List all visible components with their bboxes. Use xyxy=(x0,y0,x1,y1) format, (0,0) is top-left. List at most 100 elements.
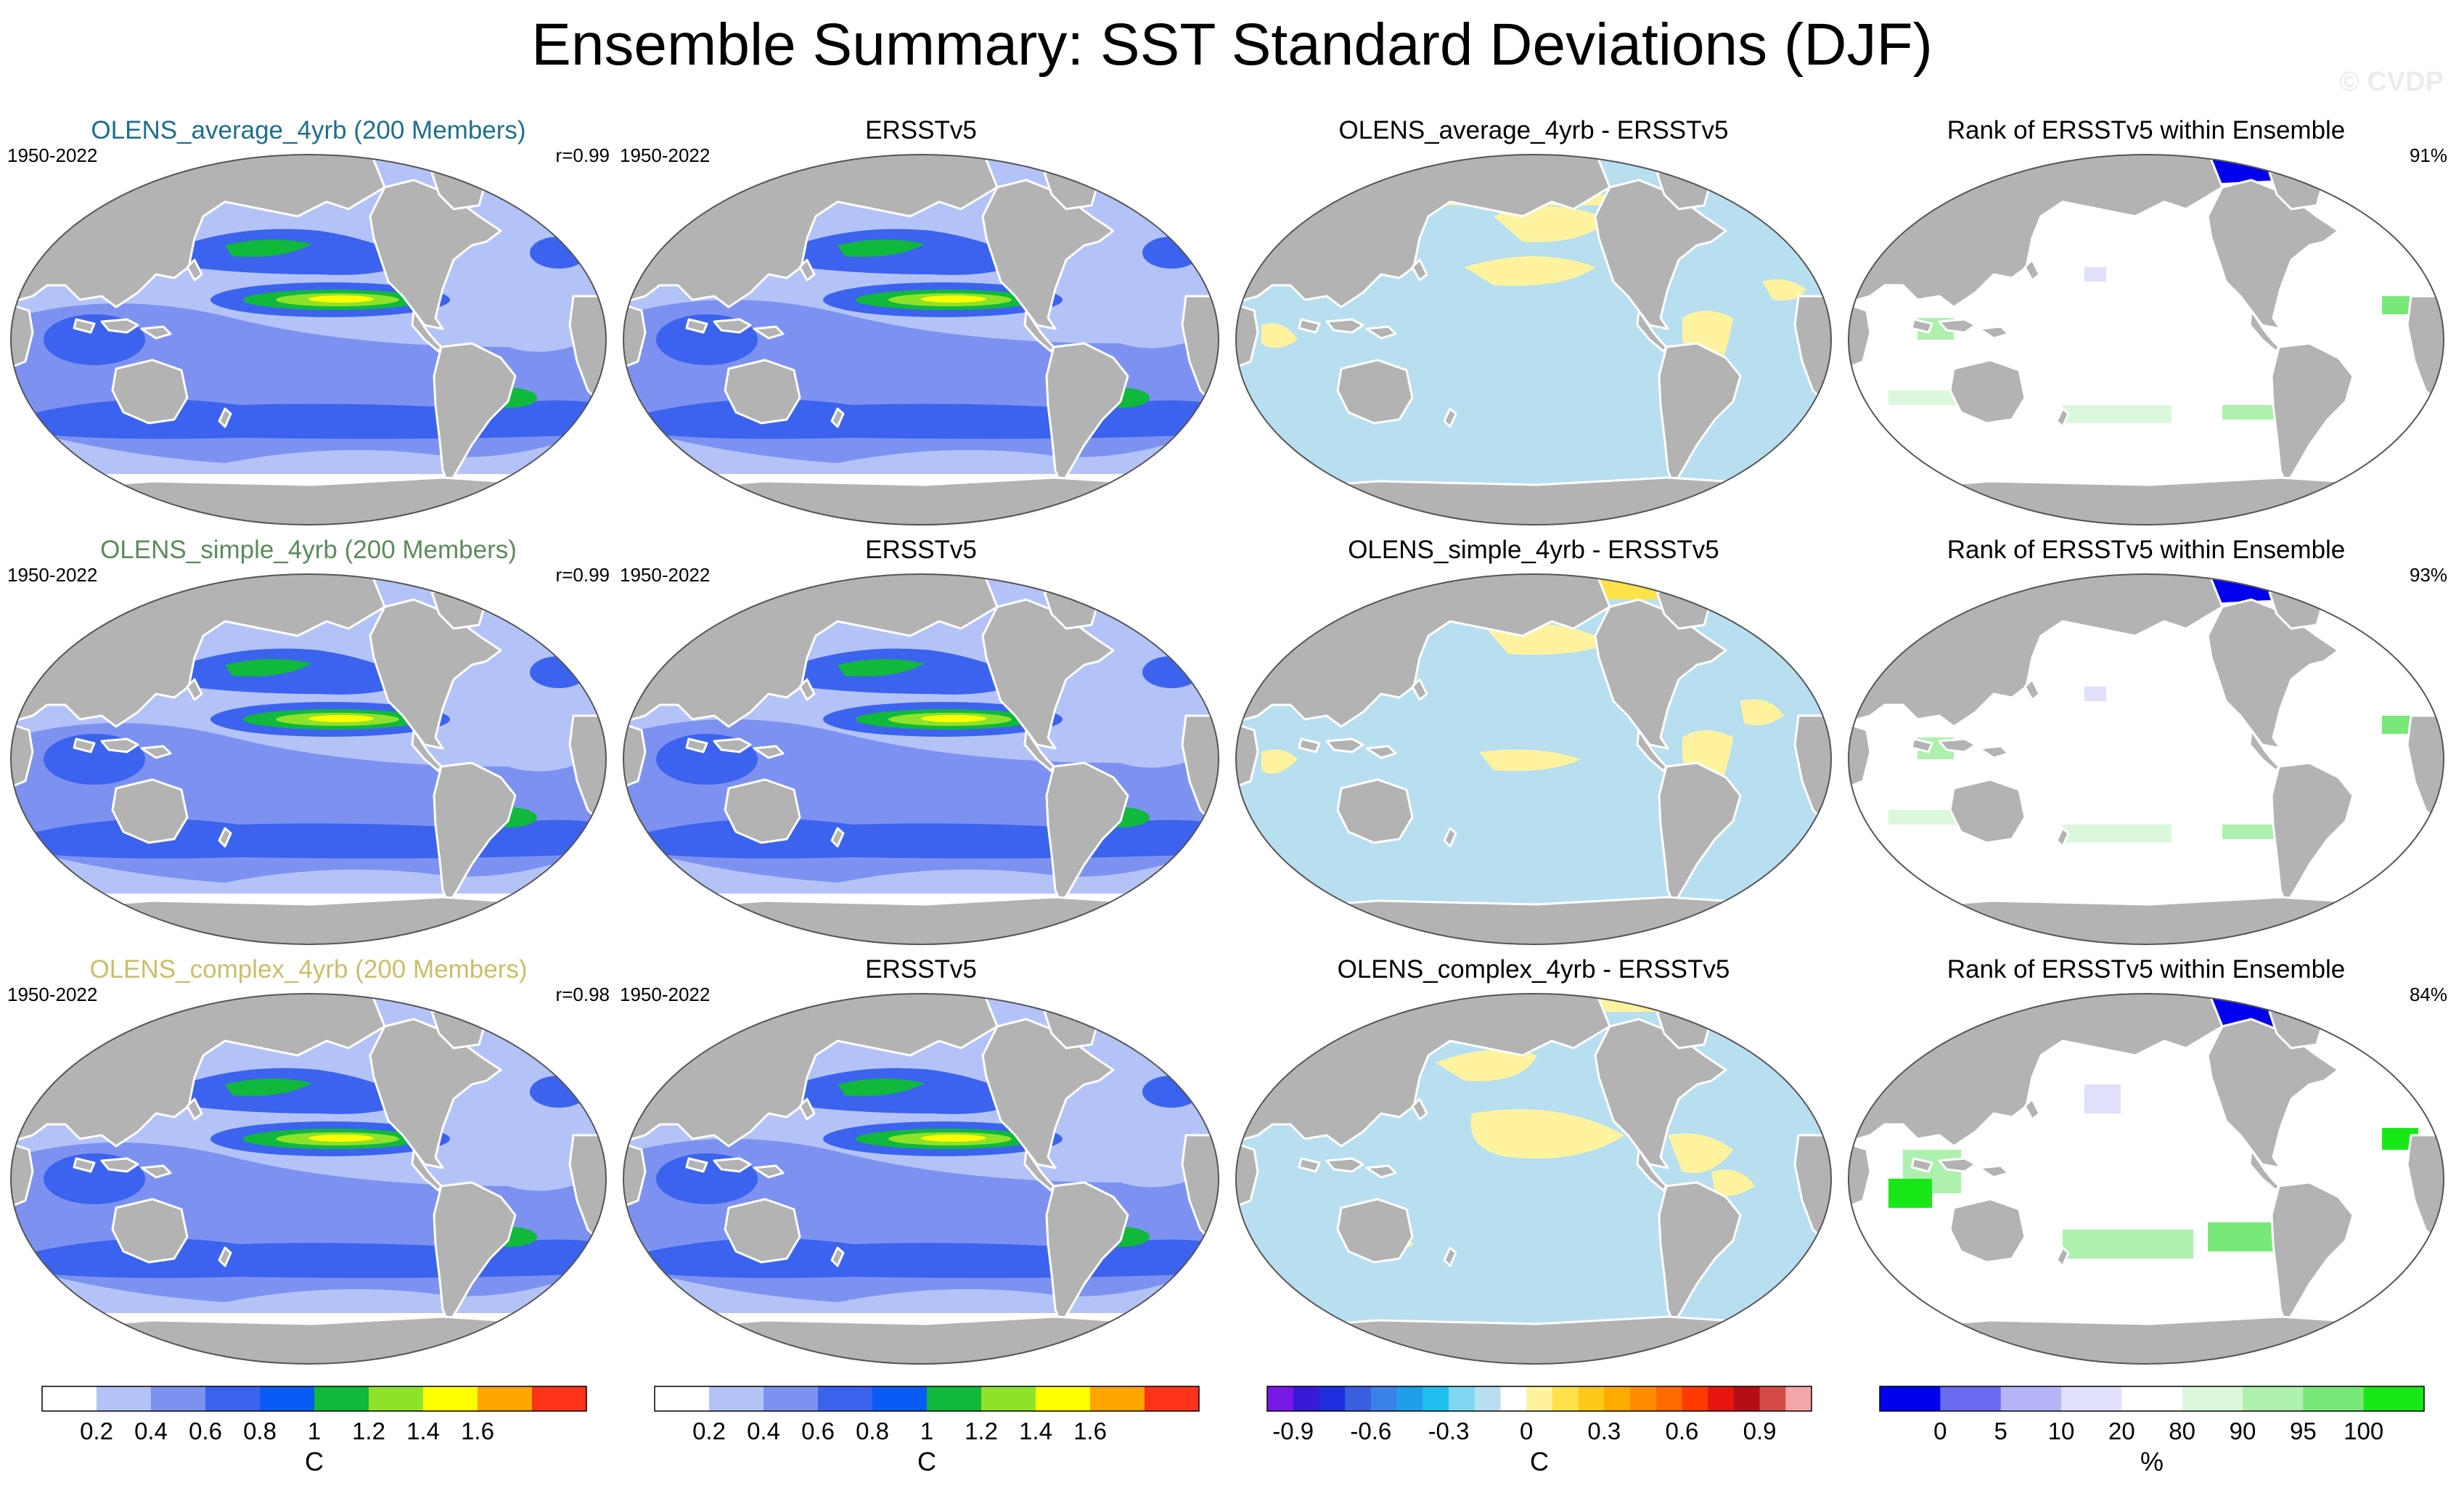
colorbar-swatch xyxy=(423,1386,478,1411)
colorbar-unit-label: C xyxy=(917,1447,936,1476)
colorbar-tick-label: 0.6 xyxy=(801,1418,835,1444)
panel-title-obs: ERSSTv5 xyxy=(865,955,977,984)
colorbar-tick-label: 1 xyxy=(920,1418,934,1444)
map-panel-ensemble-simple: OLENS_simple_4yrb (200 Members) 1950-202… xyxy=(7,534,610,948)
colorbar-swatch xyxy=(1396,1386,1423,1411)
rank-map xyxy=(1848,573,2444,945)
colorbar-tick-label: 1.2 xyxy=(965,1418,998,1444)
colorbar-tick-label: 1 xyxy=(307,1418,322,1444)
map-panel-diff: OLENS_simple_4yrb - ERSSTv5 xyxy=(1232,534,1835,948)
map-panel-rank: Rank of ERSSTv5 within Ensemble 91% xyxy=(1845,115,2447,528)
colorbar-tick-label: 0.2 xyxy=(692,1418,726,1444)
rank-percent-label: 93% xyxy=(2409,564,2447,586)
colorbar-swatch xyxy=(205,1386,261,1411)
panel-title-obs: ERSSTv5 xyxy=(865,536,977,564)
panel-title-rank: Rank of ERSSTv5 within Ensemble xyxy=(1947,116,2346,144)
colorbar-swatch xyxy=(1708,1386,1735,1411)
panel-title-ensemble: OLENS_simple_4yrb (200 Members) xyxy=(100,536,517,564)
colorbar-swatch xyxy=(1630,1386,1657,1411)
colorbar-swatch xyxy=(1267,1386,1294,1411)
colorbar-swatch xyxy=(1785,1386,1812,1411)
map-panel-obs: ERSSTv5 1950-2022 xyxy=(620,534,1222,948)
rank-map xyxy=(1848,993,2444,1365)
colorbar-swatches xyxy=(654,1386,1200,1412)
rank-percent-label: 91% xyxy=(2409,144,2447,166)
colorbar-swatch xyxy=(2303,1386,2365,1411)
colorbar-tick-label: 1.6 xyxy=(1073,1418,1107,1444)
colorbar-swatch xyxy=(2243,1386,2304,1411)
colorbar-tick-label: 0.8 xyxy=(243,1418,277,1444)
colorbar-swatch xyxy=(981,1386,1036,1411)
colorbar-swatch xyxy=(1526,1386,1553,1411)
map-panel-ensemble-average: OLENS_average_4yrb (200 Members) 1950-20… xyxy=(7,115,610,528)
colorbar-swatch xyxy=(1449,1386,1475,1411)
colorbar-sst: 0.2 0.4 0.6 0.8 1 1.2 1.4 1.6 C xyxy=(41,1386,587,1488)
sst-stddev-map xyxy=(10,154,607,526)
panel-title-diff: OLENS_average_4yrb - ERSSTv5 xyxy=(1338,116,1729,144)
colorbar-swatch xyxy=(1733,1386,1761,1411)
rank-percent-label: 84% xyxy=(2409,984,2447,1005)
colorbar-swatch xyxy=(1682,1386,1708,1411)
panel-title-rank: Rank of ERSSTv5 within Ensemble xyxy=(1947,955,2346,984)
colorbar-swatch xyxy=(1880,1386,1941,1411)
colorbar-swatches xyxy=(1266,1386,1812,1412)
colorbar-tick-label: 20 xyxy=(2108,1418,2135,1444)
map-panel-rank: Rank of ERSSTv5 within Ensemble 93% xyxy=(1845,534,2447,948)
colorbar-swatch xyxy=(1293,1386,1319,1411)
sst-stddev-map xyxy=(10,993,607,1365)
correlation-label: r=0.98 xyxy=(555,984,610,1005)
colorbar-tick-label: 10 xyxy=(2047,1418,2075,1444)
cvdp-watermark: © CVDP xyxy=(2338,67,2444,97)
colorbar-tick-label: -0.6 xyxy=(1350,1418,1392,1444)
colorbar-tick-label: 80 xyxy=(2169,1418,2196,1444)
colorbar-swatch xyxy=(709,1386,764,1411)
colorbar-swatch xyxy=(532,1386,587,1411)
colorbar-frame xyxy=(654,1386,1200,1412)
sst-stddev-map xyxy=(623,154,1219,526)
colorbar-swatch xyxy=(1474,1386,1501,1411)
colorbar-rank: 0 5 10 20 80 90 95 100% xyxy=(1879,1386,2425,1488)
colorbar-swatches xyxy=(41,1386,587,1412)
colorbar-tick-label: 90 xyxy=(2229,1418,2256,1444)
colorbar-tick-label: 1.4 xyxy=(1019,1418,1052,1444)
correlation-label: r=0.99 xyxy=(555,144,610,166)
period-label: 1950-2022 xyxy=(620,984,711,1005)
colorbar-swatch xyxy=(1345,1386,1372,1411)
colorbar-swatch xyxy=(97,1386,152,1411)
colorbar-sst: 0.2 0.4 0.6 0.8 1 1.2 1.4 1.6 C xyxy=(654,1386,1200,1488)
colorbar-swatch xyxy=(655,1386,710,1411)
colorbar-swatch xyxy=(478,1386,533,1411)
sst-difference-map xyxy=(1235,573,1832,945)
colorbar-tick-label: 1.4 xyxy=(406,1418,440,1444)
colorbar-swatch xyxy=(2000,1386,2062,1411)
sst-stddev-map xyxy=(623,993,1219,1365)
colorbar-tick-label: 5 xyxy=(1994,1418,2007,1444)
colorbar-tick-label: 0.2 xyxy=(80,1418,113,1444)
colorbar-swatch xyxy=(1655,1386,1682,1411)
panel-title-ensemble: OLENS_average_4yrb (200 Members) xyxy=(91,116,526,144)
colorbar-swatch xyxy=(314,1386,369,1411)
colorbar-tick-label: 0 xyxy=(1519,1418,1534,1444)
colorbar-tick-label: 0 xyxy=(1933,1418,1947,1444)
sst-difference-map xyxy=(1235,154,1832,526)
colorbar-diff: -0.9 -0.6 -0.3 0 0.3 0.6 0.9 C xyxy=(1266,1386,1812,1488)
colorbar-swatch xyxy=(1145,1386,1200,1411)
colorbar-swatch xyxy=(1423,1386,1449,1411)
colorbar-swatch xyxy=(1036,1386,1091,1411)
colorbar-tick-label: -0.9 xyxy=(1272,1418,1314,1444)
colorbar-swatch xyxy=(1552,1386,1579,1411)
correlation-label: r=0.99 xyxy=(555,564,610,586)
colorbar-swatch xyxy=(369,1386,424,1411)
rank-map xyxy=(1848,154,2444,526)
colorbar-tick-label: 0.6 xyxy=(189,1418,222,1444)
colorbar-swatch xyxy=(1319,1386,1346,1411)
sst-stddev-map xyxy=(10,573,607,945)
colorbar-unit-label: C xyxy=(305,1447,324,1476)
panel-title-rank: Rank of ERSSTv5 within Ensemble xyxy=(1947,536,2346,564)
colorbar-tick-label: 0.4 xyxy=(747,1418,780,1444)
colorbar-swatch xyxy=(872,1386,928,1411)
map-panel-obs: ERSSTv5 1950-2022 xyxy=(620,954,1222,1368)
colorbar-swatch xyxy=(2061,1386,2122,1411)
panel-title-ensemble: OLENS_complex_4yrb (200 Members) xyxy=(89,955,528,984)
colorbar-tick-label: 0.6 xyxy=(1665,1418,1699,1444)
